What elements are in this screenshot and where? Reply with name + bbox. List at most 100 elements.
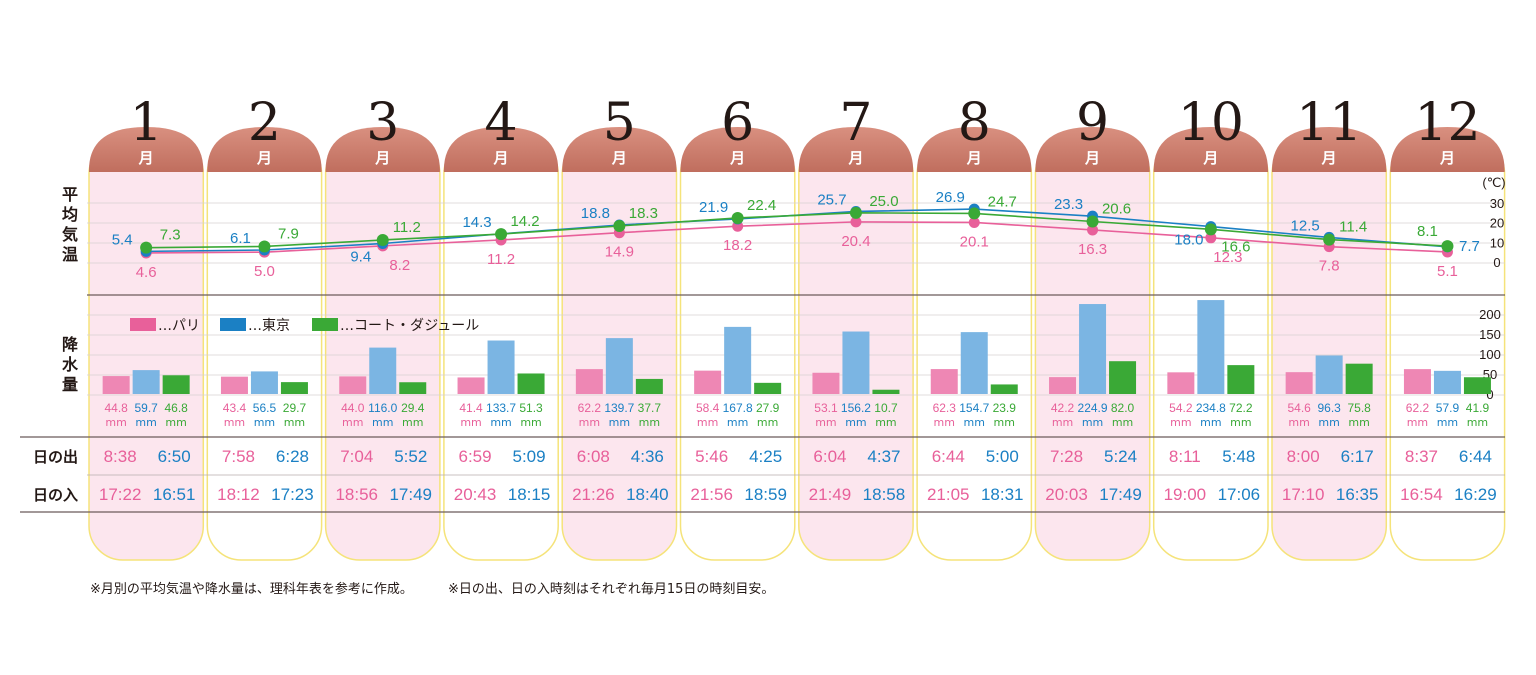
sunrise-paris: 7:58 [222, 447, 255, 466]
precipitation-value: 10.7 [874, 401, 898, 415]
legend-label-tokyo: …東京 [248, 318, 290, 334]
precipitation-unit: mm [994, 416, 1015, 429]
temperature-point [850, 216, 862, 228]
sunset-paris: 21:56 [690, 485, 733, 504]
precipitation-bar [369, 347, 397, 394]
precipitation-bar [162, 375, 190, 394]
precipitation-unit: mm [1112, 416, 1133, 429]
month-number: 11 [1296, 93, 1362, 153]
footnote-2: ※日の出、日の入時刻はそれぞれ毎月15日の時刻目安。 [448, 581, 774, 597]
sunrise-tokyo: 5:48 [1222, 447, 1255, 466]
temperature-value: 4.6 [136, 264, 157, 281]
precipitation-bar [1227, 365, 1255, 394]
temperature-tick: 30 [1490, 196, 1504, 211]
month-number: 8 [958, 93, 991, 153]
precipitation-bar [280, 382, 308, 394]
precipitation-unit: mm [1467, 416, 1488, 429]
precipitation-bar [605, 338, 633, 394]
precipitation-value: 58.4 [696, 401, 720, 415]
temperature-value: 18.2 [723, 237, 752, 254]
precipitation-unit: mm [165, 416, 186, 429]
sunrise-paris: 8:11 [1169, 447, 1201, 466]
precipitation-bar [842, 331, 870, 394]
precipitation-unit: mm [727, 416, 748, 429]
precipitation-bar [487, 340, 515, 394]
sunrise-paris: 8:37 [1405, 447, 1438, 466]
temperature-value: 20.6 [1102, 200, 1131, 217]
temperature-value: 5.0 [254, 263, 275, 280]
precipitation-unit: mm [609, 416, 630, 429]
sunrise-tokyo: 5:00 [986, 447, 1019, 466]
sunset-tokyo: 16:29 [1454, 485, 1497, 504]
temperature-unit: (℃) [1482, 175, 1505, 190]
temperature-value: 26.9 [936, 189, 965, 206]
temperature-line [146, 221, 1448, 254]
precipitation-bar [1463, 377, 1491, 394]
precipitation-unit: mm [460, 416, 481, 429]
month-unit: 月 [256, 149, 272, 167]
temperature-value: 25.7 [817, 191, 846, 208]
precipitation-bar [754, 382, 782, 394]
temperature-point [1205, 232, 1217, 244]
temperature-point [495, 228, 508, 241]
precipitation-value: 37.7 [638, 401, 662, 415]
sunset-tokyo: 18:59 [744, 485, 787, 504]
legend-swatch-tokyo [220, 318, 246, 331]
sunrise-label: 日の出 [33, 448, 78, 466]
sunset-tokyo: 18:15 [508, 485, 551, 504]
month-unit: 月 [966, 149, 982, 167]
sunrise-tokyo: 4:36 [631, 447, 664, 466]
sunrise-tokyo: 6:17 [1341, 447, 1374, 466]
sunset-paris: 19:00 [1164, 485, 1207, 504]
sunset-tokyo: 17:23 [271, 485, 314, 504]
temperature-tick: 0 [1493, 255, 1500, 270]
precipitation-bar [457, 377, 485, 394]
precipitation-value: 59.7 [134, 401, 158, 415]
precipitation-value: 41.4 [459, 401, 483, 415]
month-unit: 月 [611, 149, 627, 167]
precipitation-unit: mm [1230, 416, 1251, 429]
sunset-paris: 20:03 [1045, 485, 1088, 504]
sunset-paris: 17:22 [99, 485, 142, 504]
gridlines [20, 202, 1505, 513]
sunrise-tokyo: 4:25 [749, 447, 782, 466]
precipitation-value: 234.8 [1196, 401, 1226, 415]
month-header [562, 127, 677, 172]
sunrise-paris: 6:04 [813, 447, 846, 466]
precipitation-unit: mm [254, 416, 275, 429]
month-number: 1 [130, 93, 163, 153]
month-header [917, 127, 1032, 172]
temperature-point [140, 241, 153, 254]
precipitation-value: 116.0 [368, 401, 397, 415]
temperature-point [1087, 224, 1099, 236]
precipitation-bar [1197, 300, 1225, 394]
month-unit: 月 [847, 149, 863, 167]
temperature-value: 16.6 [1221, 238, 1250, 255]
precipitation-bar [635, 378, 663, 394]
footnotes: ※月別の平均気温や降水量は、理科年表を参考に作成。 ※日の出、日の入時刻はそれぞ… [90, 581, 774, 597]
month-number: 5 [603, 93, 636, 153]
sunrise-tokyo: 6:44 [1459, 447, 1492, 466]
month-header [207, 127, 322, 172]
month-unit: 月 [1321, 149, 1337, 167]
temperature-point [1204, 223, 1217, 236]
precipitation-unit: mm [1318, 416, 1339, 429]
precipitation-unit: mm [964, 416, 985, 429]
sunrise-paris: 6:59 [459, 447, 492, 466]
temperature-value: 11.4 [1339, 219, 1367, 236]
month-header [1390, 127, 1505, 172]
temperature-value: 5.1 [1437, 263, 1458, 280]
temperature-value: 8.2 [389, 257, 410, 274]
sunset-tokyo: 16:51 [153, 485, 196, 504]
sunrise-tokyo: 5:09 [513, 447, 546, 466]
precipitation-bar [1285, 372, 1313, 394]
precipitation-tick: 0 [1486, 387, 1493, 402]
temperature-value: 12.3 [1213, 249, 1242, 266]
month-header [1035, 127, 1150, 172]
precipitation-value: 156.2 [841, 401, 871, 415]
sunset-tokyo: 17:49 [389, 485, 432, 504]
sunset-paris: 16:54 [1400, 485, 1443, 504]
precipitation-unit: mm [875, 416, 896, 429]
sunset-paris: 21:49 [809, 485, 852, 504]
